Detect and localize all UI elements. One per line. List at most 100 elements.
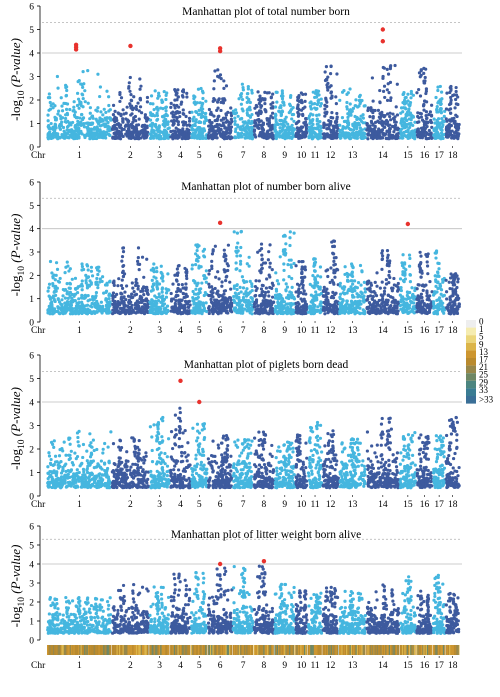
snp-point — [136, 256, 140, 260]
snp-point — [335, 117, 339, 121]
chart-title: Manhattan plot of total number born — [182, 6, 350, 18]
snp-point — [307, 116, 311, 120]
snp-point — [90, 122, 94, 126]
snp-point — [210, 266, 214, 271]
snp-point — [232, 308, 236, 312]
snp-point — [181, 88, 186, 92]
snp-point — [366, 137, 370, 141]
snp-point — [259, 130, 263, 135]
chromosome-4-points — [169, 263, 192, 316]
snp-point — [163, 132, 167, 136]
snp-point — [221, 117, 226, 121]
snp-point — [220, 294, 224, 298]
snp-point — [314, 132, 318, 137]
chromosome-label: 15 — [403, 151, 413, 161]
snp-point — [440, 134, 444, 138]
snp-point — [323, 78, 328, 83]
snp-point — [104, 118, 108, 122]
snp-point — [55, 74, 60, 79]
snp-point — [221, 101, 226, 105]
snp-point — [396, 126, 400, 130]
snp-point — [81, 85, 85, 89]
snp-point — [280, 91, 285, 95]
snp-point — [394, 120, 398, 124]
snp-point — [119, 295, 124, 300]
snp-point — [322, 288, 326, 292]
snp-point — [392, 276, 396, 281]
snp-point — [46, 119, 50, 123]
snp-point — [329, 129, 333, 133]
snp-point — [284, 251, 288, 255]
snp-point — [204, 301, 208, 305]
snp-point — [132, 129, 136, 133]
snp-point — [288, 309, 292, 313]
snp-point — [100, 119, 104, 123]
snp-point — [380, 267, 384, 271]
snp-point — [263, 306, 267, 310]
snp-point — [99, 135, 103, 139]
snp-point — [83, 310, 87, 314]
snp-point — [232, 284, 237, 288]
snp-point — [160, 99, 164, 104]
snp-point — [77, 297, 81, 301]
snp-point — [398, 277, 403, 281]
snp-point — [435, 123, 440, 127]
snp-point — [261, 289, 265, 294]
snp-point — [254, 103, 258, 108]
snp-point — [416, 114, 420, 119]
snp-point — [269, 106, 273, 110]
snp-point — [359, 283, 363, 287]
snp-point — [148, 102, 153, 106]
snp-point — [48, 259, 53, 264]
snp-point — [91, 137, 95, 141]
snp-point — [456, 125, 460, 129]
snp-point — [72, 100, 76, 104]
snp-point — [436, 101, 440, 105]
snp-point — [68, 267, 72, 271]
snp-point — [269, 124, 273, 128]
snp-point — [128, 301, 132, 305]
snp-point — [79, 82, 83, 86]
snp-point — [294, 301, 298, 306]
snp-point — [454, 89, 458, 94]
snp-point — [169, 105, 173, 109]
snp-point — [73, 276, 78, 280]
snp-point — [334, 256, 338, 260]
snp-point — [331, 116, 335, 120]
snp-point — [447, 128, 451, 132]
snp-point — [226, 243, 231, 247]
snp-point — [257, 123, 261, 127]
snp-point — [140, 124, 144, 129]
snp-point — [367, 125, 371, 129]
snp-point — [275, 306, 280, 310]
snp-point — [210, 252, 215, 256]
snp-point — [81, 116, 86, 120]
snp-point — [197, 288, 202, 292]
snp-point — [270, 281, 274, 285]
snp-point — [58, 276, 62, 281]
snp-point — [275, 132, 280, 136]
snp-point — [446, 135, 450, 139]
snp-point — [299, 308, 303, 312]
snp-point — [209, 125, 213, 129]
snp-point — [171, 115, 175, 119]
snp-point — [115, 303, 120, 308]
snp-point — [130, 126, 135, 130]
snp-point — [70, 277, 74, 281]
snp-point — [210, 307, 214, 311]
snp-point — [201, 114, 206, 119]
snp-point — [391, 306, 395, 310]
snp-point — [445, 119, 449, 123]
snp-point — [378, 88, 382, 93]
snp-point — [439, 110, 443, 114]
snp-point — [335, 72, 339, 76]
snp-point — [230, 304, 234, 308]
snp-point — [93, 302, 97, 306]
snp-point — [80, 282, 84, 286]
snp-point — [105, 283, 109, 287]
snp-point — [197, 244, 201, 248]
snp-point — [245, 287, 249, 291]
snp-point — [180, 282, 184, 287]
snp-point — [445, 91, 449, 95]
snp-point — [387, 273, 391, 278]
